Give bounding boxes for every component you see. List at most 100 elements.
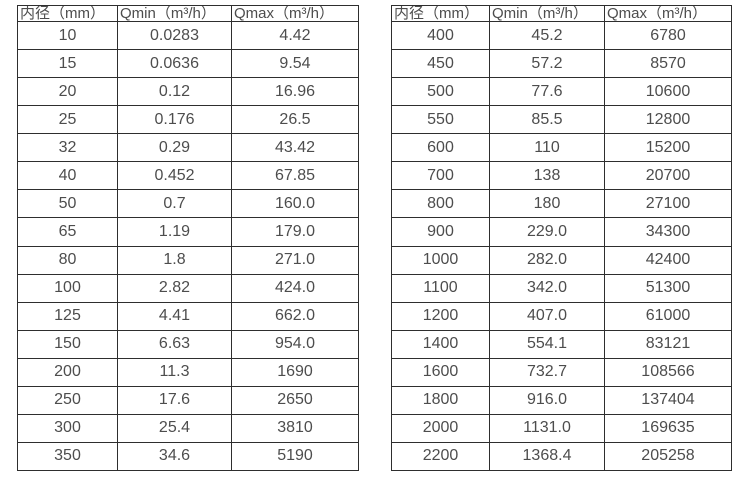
table-cell: 20700 [604,161,732,191]
table-row: 1400 554.1 83121 [391,329,732,359]
table-cell: 51300 [604,273,732,303]
table-cell: 138 [489,161,605,191]
table-cell: 1131.0 [489,413,605,443]
table-cell: 916.0 [489,385,605,415]
table-cell: 1200 [391,301,490,331]
table-row: 300 25.4 3810 [17,413,359,443]
table-cell: 0.29 [117,133,232,163]
table-cell: 65 [17,217,118,247]
table-cell: 67.85 [231,161,359,191]
table-cell: 34.6 [117,441,232,472]
table-cell: 205258 [604,441,732,472]
table-cell: 2200 [391,441,490,472]
table-cell: 700 [391,161,490,191]
table-cell: 57.2 [489,49,605,79]
table-cell: 2.82 [117,273,232,303]
table-cell: 100 [17,273,118,303]
table-cell: 300 [17,413,118,443]
table-cell: 15200 [604,133,732,163]
table-cell: 4.42 [231,20,359,51]
table-row: 1600 732.7 108566 [391,357,732,387]
table-cell: 125 [17,301,118,331]
table-cell: 80 [17,245,118,275]
table-cell: 42400 [604,245,732,275]
table-cell: 554.1 [489,329,605,359]
table-cell: 26.5 [231,105,359,135]
table-cell: 600 [391,133,490,163]
column-header: Qmax（m³/h） [604,5,732,22]
header-row: 内径（mm） Qmin（m³/h） Qmax（m³/h） [391,5,732,22]
table-cell: 407.0 [489,301,605,331]
table-row: 200 11.3 1690 [17,357,359,387]
table-cell: 350 [17,441,118,472]
column-header: 内径（mm） [391,5,490,22]
table-cell: 3810 [231,413,359,443]
table-cell: 12800 [604,105,732,135]
table-row: 250 17.6 2650 [17,385,359,415]
table-cell: 137404 [604,385,732,415]
table-cell: 0.176 [117,105,232,135]
table-cell: 250 [17,385,118,415]
table-row: 150 6.63 954.0 [17,329,359,359]
table-cell: 0.7 [117,189,232,219]
table-cell: 32 [17,133,118,163]
column-header: 内径（mm） [17,5,118,22]
table-cell: 450 [391,49,490,79]
table-row: 350 34.6 5190 [17,441,359,472]
table-cell: 160.0 [231,189,359,219]
table-cell: 1100 [391,273,490,303]
table-row: 1800 916.0 137404 [391,385,732,415]
table-cell: 1.19 [117,217,232,247]
table-cell: 10 [17,20,118,51]
table-cell: 8570 [604,49,732,79]
table-row: 400 45.2 6780 [391,20,732,51]
table-cell: 179.0 [231,217,359,247]
table-cell: 108566 [604,357,732,387]
column-header: Qmax（m³/h） [231,5,359,22]
table-row: 32 0.29 43.42 [17,133,359,163]
table-cell: 2650 [231,385,359,415]
table-cell: 732.7 [489,357,605,387]
table-cell: 900 [391,217,490,247]
column-header: Qmin（m³/h） [117,5,232,22]
table-cell: 954.0 [231,329,359,359]
table-cell: 77.6 [489,77,605,107]
table-cell: 50 [17,189,118,219]
table-cell: 550 [391,105,490,135]
column-header: Qmin（m³/h） [489,5,605,22]
table-cell: 40 [17,161,118,191]
table-cell: 15 [17,49,118,79]
table-row: 500 77.6 10600 [391,77,732,107]
table-cell: 342.0 [489,273,605,303]
table-row: 40 0.452 67.85 [17,161,359,191]
table-row: 100 2.82 424.0 [17,273,359,303]
table-cell: 25 [17,105,118,135]
table-cell: 400 [391,20,490,51]
table-cell: 17.6 [117,385,232,415]
table-row: 700 138 20700 [391,161,732,191]
table-cell: 169635 [604,413,732,443]
table-cell: 20 [17,77,118,107]
header-row: 内径（mm） Qmin（m³/h） Qmax（m³/h） [17,5,359,22]
table-cell: 424.0 [231,273,359,303]
table-cell: 5190 [231,441,359,472]
table-cell: 662.0 [231,301,359,331]
table-cell: 0.452 [117,161,232,191]
table-row: 2000 1131.0 169635 [391,413,732,443]
table-cell: 282.0 [489,245,605,275]
table-cell: 1400 [391,329,490,359]
table-cell: 1690 [231,357,359,387]
table-cell: 34300 [604,217,732,247]
table-cell: 1000 [391,245,490,275]
table-row: 10 0.0283 4.42 [17,20,359,51]
table-cell: 200 [17,357,118,387]
table-cell: 0.12 [117,77,232,107]
table-cell: 43.42 [231,133,359,163]
table-cell: 0.0283 [117,20,232,51]
table-cell: 16.96 [231,77,359,107]
table-row: 50 0.7 160.0 [17,189,359,219]
table-row: 1100 342.0 51300 [391,273,732,303]
table-row: 15 0.0636 9.54 [17,49,359,79]
table-row: 800 180 27100 [391,189,732,219]
